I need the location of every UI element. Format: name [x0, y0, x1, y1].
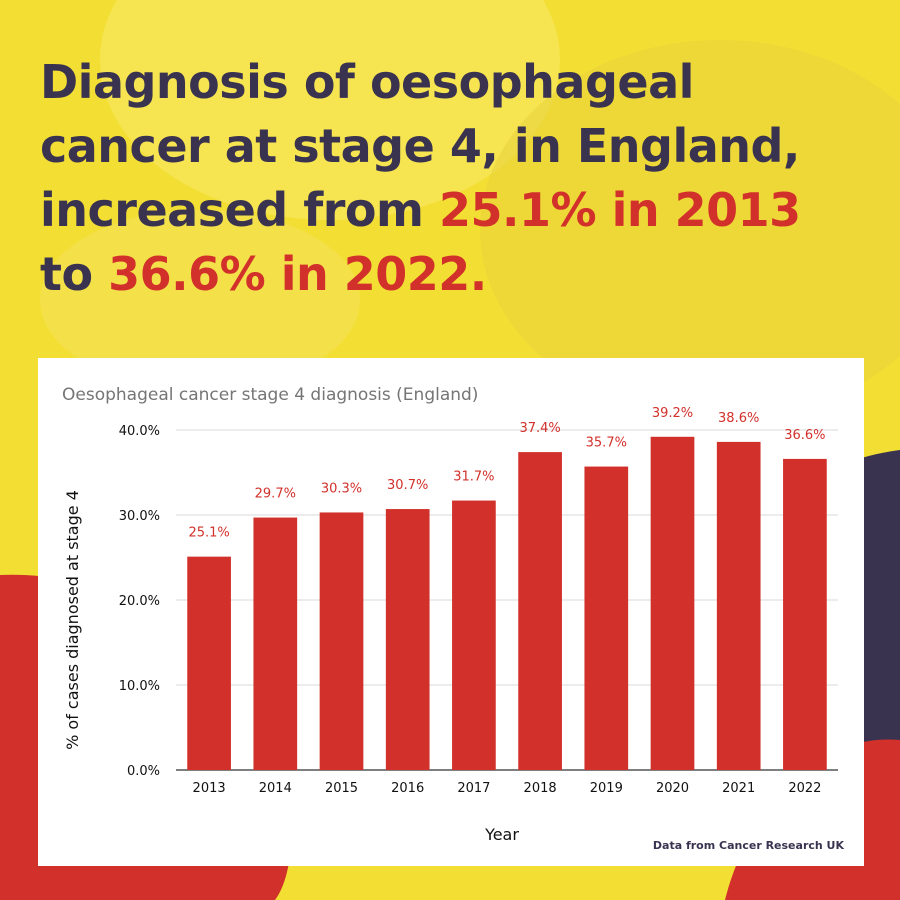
bar-2017: [452, 500, 496, 770]
data-label-2019: 35.7%: [586, 436, 627, 451]
x-tick-label: 2016: [391, 781, 424, 796]
headline-line-1: Diagnosis of oesophageal: [40, 55, 694, 109]
bar-2018: [518, 452, 562, 770]
headline: Diagnosis of oesophageal cancer at stage…: [40, 50, 880, 306]
x-tick-label: 2020: [656, 781, 689, 796]
y-tick-label: 0.0%: [127, 764, 160, 779]
x-tick-label: 2014: [259, 781, 292, 796]
y-tick-label: 40.0%: [119, 424, 160, 439]
data-label-2016: 30.7%: [387, 478, 428, 493]
x-tick-label: 2019: [590, 781, 623, 796]
x-tick-label: 2017: [457, 781, 490, 796]
x-tick-label: 2015: [325, 781, 358, 796]
x-axis-label: Year: [484, 825, 519, 844]
y-tick-label: 10.0%: [119, 679, 160, 694]
headline-line-2: cancer at stage 4, in England,: [40, 119, 800, 173]
bar-2021: [716, 441, 761, 770]
bar-2014: [253, 517, 298, 770]
bar-chart: Oesophageal cancer stage 4 diagnosis (En…: [62, 385, 838, 844]
data-label-2022: 36.6%: [784, 428, 825, 443]
background-blob: [100, 0, 560, 220]
bar-2015: [319, 512, 364, 770]
data-label-2017: 31.7%: [453, 470, 494, 485]
data-label-2020: 39.2%: [652, 406, 693, 421]
y-tick-label: 20.0%: [119, 594, 160, 609]
y-tick-label: 30.0%: [119, 509, 160, 524]
bar-2019: [584, 466, 629, 770]
bars: [187, 436, 827, 770]
chart-card: Oesophageal cancer stage 4 diagnosis (En…: [38, 358, 864, 866]
x-tick-label: 2022: [788, 781, 821, 796]
background-blob: [480, 40, 900, 420]
x-tick-label: 2018: [524, 781, 557, 796]
source-credit: Data from Cancer Research UK: [652, 839, 844, 852]
bar-2016: [385, 509, 430, 770]
y-axis-ticks: 0.0% 10.0% 20.0% 30.0% 40.0%: [119, 424, 160, 779]
bar-2013: [187, 556, 231, 770]
data-label-2013: 25.1%: [188, 526, 229, 541]
chart-title: Oesophageal cancer stage 4 diagnosis (En…: [62, 385, 478, 405]
headline-line-3-prefix: increased from: [40, 183, 439, 237]
x-axis-ticks: 2013 2014 2015 2016 2017 2018 2019 2020 2021 2022: [193, 781, 822, 796]
data-label-2015: 30.3%: [321, 481, 362, 496]
background-blob: [40, 210, 360, 390]
data-label-2021: 38.6%: [718, 411, 759, 426]
bar-2022: [783, 458, 827, 770]
headline-highlight-2022: 36.6% in 2022.: [108, 247, 487, 301]
data-label-2018: 37.4%: [519, 421, 560, 436]
data-labels: 25.1% 29.7% 30.3% 30.7% 31.7% 37.4% 35.7% 39.2%…: [188, 406, 825, 541]
y-axis-label: % of cases diagnosed at stage 4: [63, 490, 82, 750]
headline-highlight-2013: 25.1% in 2013: [438, 183, 801, 237]
x-tick-label: 2021: [722, 781, 755, 796]
bar-2020: [650, 436, 695, 770]
data-label-2014: 29.7%: [255, 487, 296, 502]
x-tick-label: 2013: [193, 781, 226, 796]
headline-line-4-prefix: to: [40, 247, 109, 301]
